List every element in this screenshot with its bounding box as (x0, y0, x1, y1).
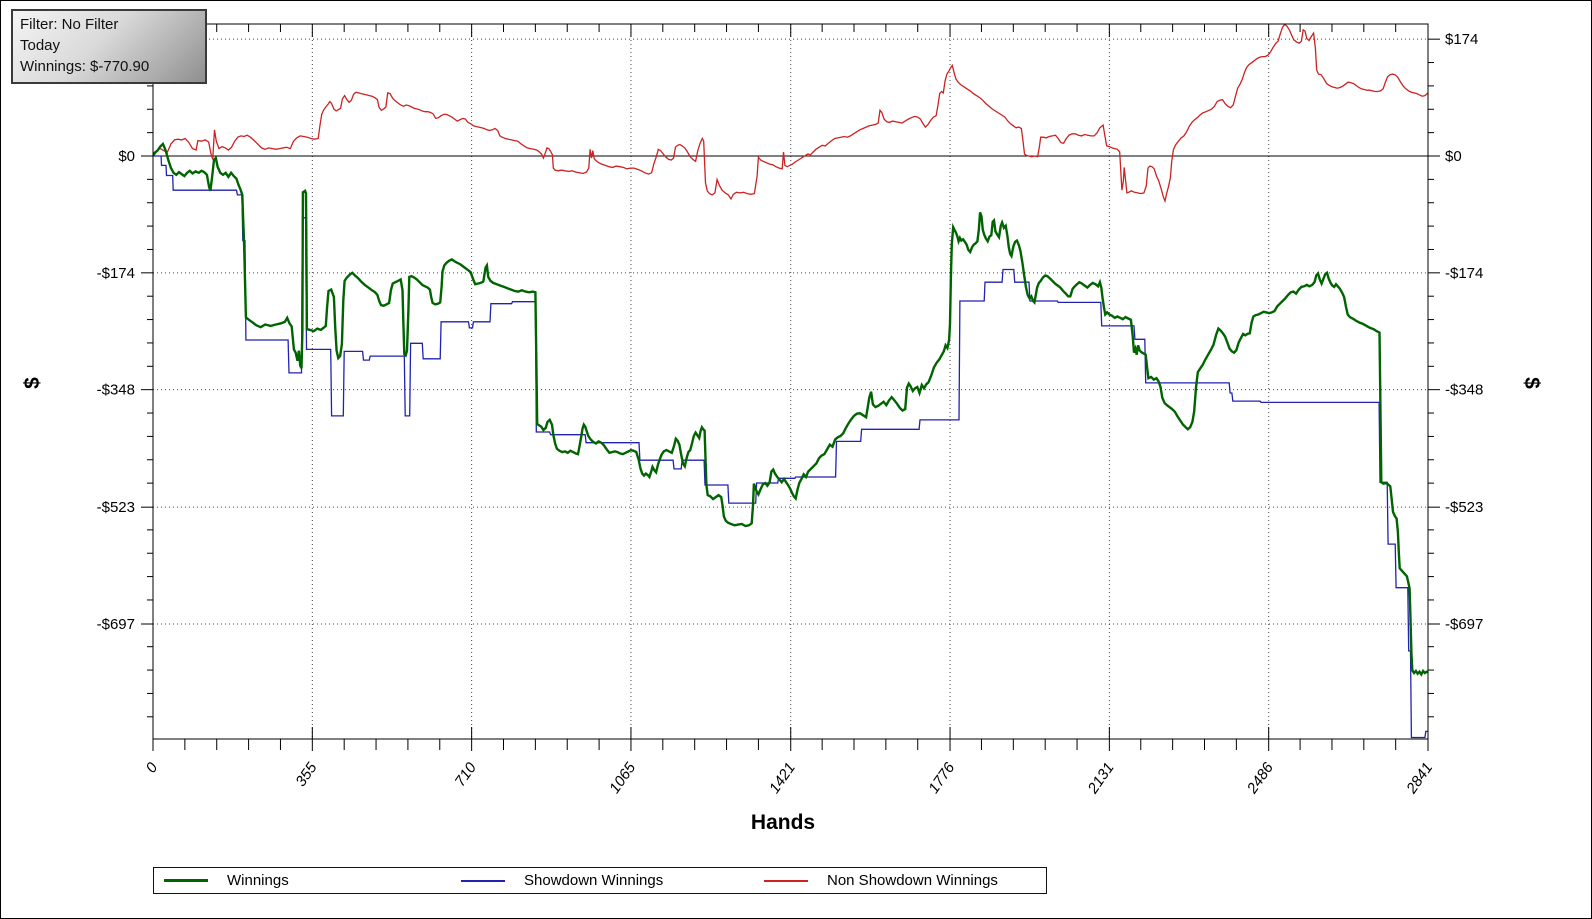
x-axis-label: 1421 (766, 760, 799, 797)
legend-item-showdown-winnings: Showdown Winnings (461, 868, 663, 893)
chart-legend: Winnings Showdown Winnings Non Showdown … (153, 867, 1047, 894)
winnings-line (153, 141, 1428, 677)
x-axis-label: 2841 (1403, 760, 1437, 798)
x-axis-label: 355 (292, 759, 321, 790)
legend-item-non-showdown-winnings: Non Showdown Winnings (764, 868, 998, 893)
legend-label-showdown-winnings: Showdown Winnings (524, 872, 664, 889)
filter-info-line-winnings: Winnings: $-770.90 (20, 58, 150, 75)
y-axis-label-left: -$348 (97, 382, 135, 399)
x-axis-label: 1776 (925, 759, 958, 797)
x-axis-label: 1065 (606, 759, 639, 797)
y-axis-label-right: $0 (1445, 148, 1462, 165)
y-axis-label-left: -$174 (97, 265, 135, 282)
y-axis-label-right: -$174 (1445, 265, 1483, 282)
y-axis-label-left: $0 (118, 148, 135, 165)
y-axis-title-left: $ (21, 377, 44, 389)
showdown-winnings-line-swatch-icon (461, 879, 505, 882)
non-showdown-winnings-line (153, 24, 1428, 204)
showdown-winnings-line (153, 155, 1428, 739)
filter-info-line-filter: Filter: No Filter (20, 16, 119, 33)
y-axis-label-left: -$697 (97, 616, 135, 633)
x-axis-title: Hands (751, 811, 815, 834)
filter-info-line-period: Today (20, 37, 61, 54)
y-axis-label-right: $174 (1445, 31, 1478, 48)
x-axis-label: 0 (143, 759, 162, 776)
filter-info-box: Filter: No Filter Today Winnings: $-770.… (11, 9, 207, 84)
y-axis-label-left: -$523 (97, 499, 135, 516)
legend-item-winnings: Winnings (164, 868, 289, 893)
y-axis-label-right: -$348 (1445, 382, 1483, 399)
legend-label-non-showdown-winnings: Non Showdown Winnings (827, 872, 998, 889)
legend-label-winnings: Winnings (227, 872, 289, 889)
x-axis-label: 710 (452, 759, 481, 790)
x-axis-label: 2486 (1243, 759, 1277, 797)
y-axis-label-right: -$523 (1445, 499, 1483, 516)
x-axis-label: 2131 (1084, 760, 1118, 798)
winnings-line-swatch-icon (164, 879, 208, 882)
y-axis-label-right: -$697 (1445, 616, 1483, 633)
y-axis-title-right: $ (1520, 377, 1543, 389)
non-showdown-winnings-line-swatch-icon (764, 879, 808, 882)
